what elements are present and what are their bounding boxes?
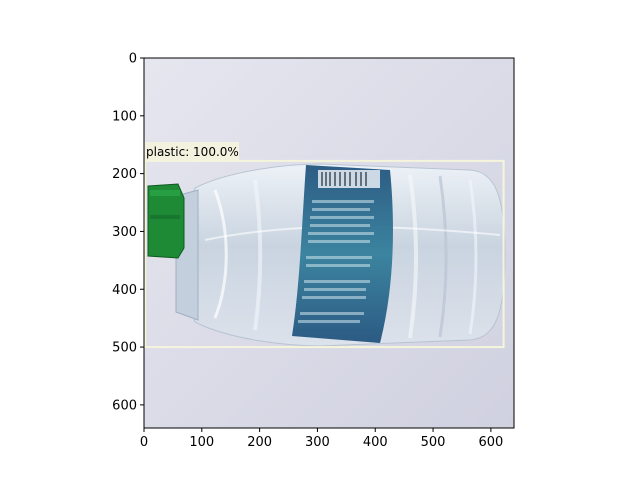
x-tick-label: 100 — [189, 435, 214, 450]
detection-label-background — [145, 142, 239, 160]
bottle-label — [292, 165, 393, 343]
y-tick-label: 500 — [112, 341, 137, 356]
detection-box — [144, 159, 505, 349]
x-axis: 0 100 200 300 400 500 600 — [140, 428, 503, 450]
bottle-cap — [147, 183, 185, 259]
x-tick-label: 200 — [247, 435, 272, 450]
y-tick-label: 600 — [112, 398, 137, 413]
x-tick-label: 300 — [305, 435, 330, 450]
y-tick-label: 200 — [112, 167, 137, 182]
photo — [144, 58, 514, 428]
y-tick-label: 400 — [112, 283, 137, 298]
y-tick-label: 300 — [112, 225, 137, 240]
x-tick-label: 400 — [363, 435, 388, 450]
y-tick-label: 100 — [112, 109, 137, 124]
y-tick-label: 0 — [129, 52, 137, 67]
x-tick-label: 500 — [421, 435, 446, 450]
x-tick-label: 0 — [140, 435, 148, 450]
detection-label: plastic: 100.0% — [146, 145, 239, 159]
axes-frame — [143, 57, 515, 429]
y-axis: 0 100 200 300 400 500 600 — [112, 52, 144, 413]
x-tick-label: 600 — [478, 435, 503, 450]
